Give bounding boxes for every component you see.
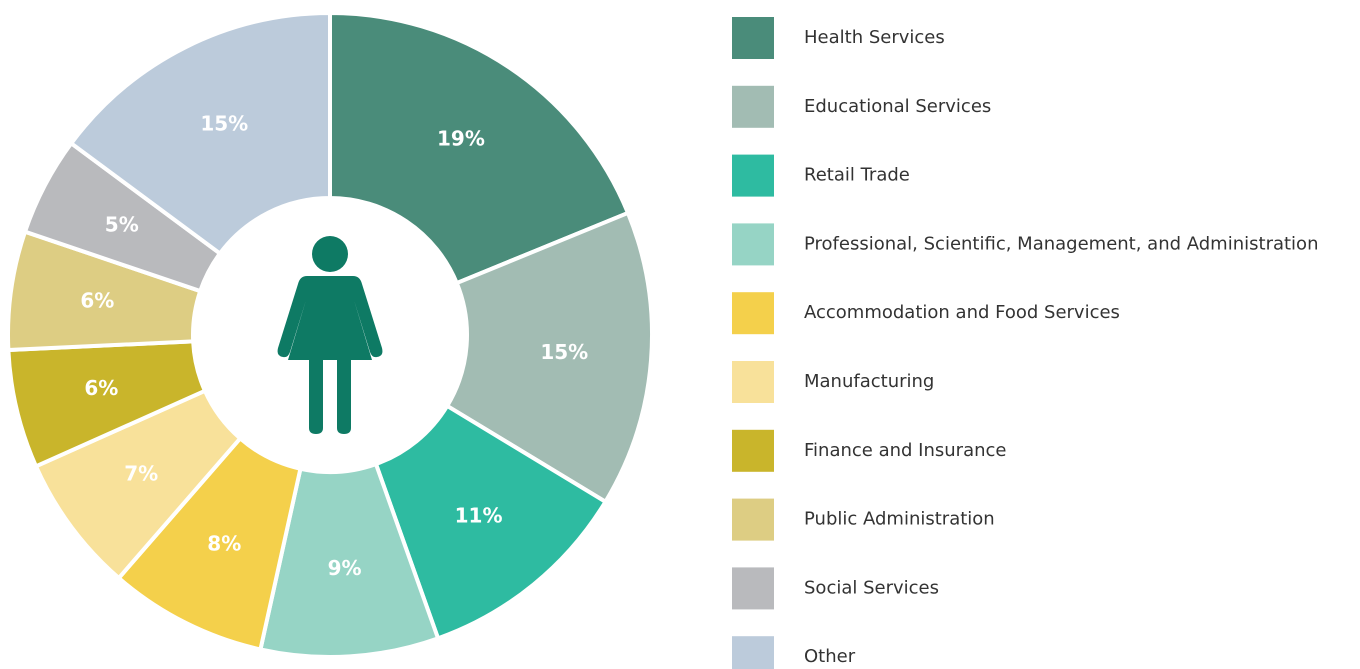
data-label: 19% [437, 126, 485, 150]
legend-swatch [732, 636, 774, 669]
data-label: 6% [80, 289, 114, 313]
slice [68, 10, 332, 257]
data-label: 7% [124, 461, 158, 485]
legend-swatch [732, 498, 774, 541]
slice [258, 461, 441, 659]
legend-label: Retail Trade [804, 165, 910, 186]
slice [328, 10, 631, 286]
legend-swatch [732, 17, 774, 59]
legend-swatch [732, 567, 774, 610]
legend-label: Professional, Scientific, Management, an… [804, 233, 1318, 254]
legend-label: Manufacturing [804, 371, 934, 392]
legend-label: Public Administration [804, 509, 995, 530]
data-label: 9% [328, 556, 362, 580]
legend-label: Other [804, 646, 856, 667]
slice [444, 210, 654, 505]
data-label: 6% [84, 376, 118, 400]
slice [373, 403, 609, 641]
data-label: 8% [207, 531, 241, 555]
legend-swatch [732, 292, 774, 335]
legend-label: Social Services [804, 577, 939, 598]
legend-swatch [732, 429, 774, 472]
legend-swatch [732, 85, 774, 128]
legend-swatch [732, 223, 774, 266]
data-label: 11% [455, 504, 503, 528]
legend-label: Health Services [804, 27, 945, 48]
data-label: 5% [105, 213, 139, 237]
woman-icon [277, 236, 383, 434]
legend-swatch [732, 361, 774, 403]
legend-label: Finance and Insurance [804, 440, 1006, 461]
data-label: 15% [200, 112, 248, 136]
legend-label: Accommodation and Food Services [804, 302, 1120, 323]
legend-swatch [732, 154, 774, 197]
data-label: 15% [540, 340, 588, 364]
legend-label: Educational Services [804, 96, 991, 117]
